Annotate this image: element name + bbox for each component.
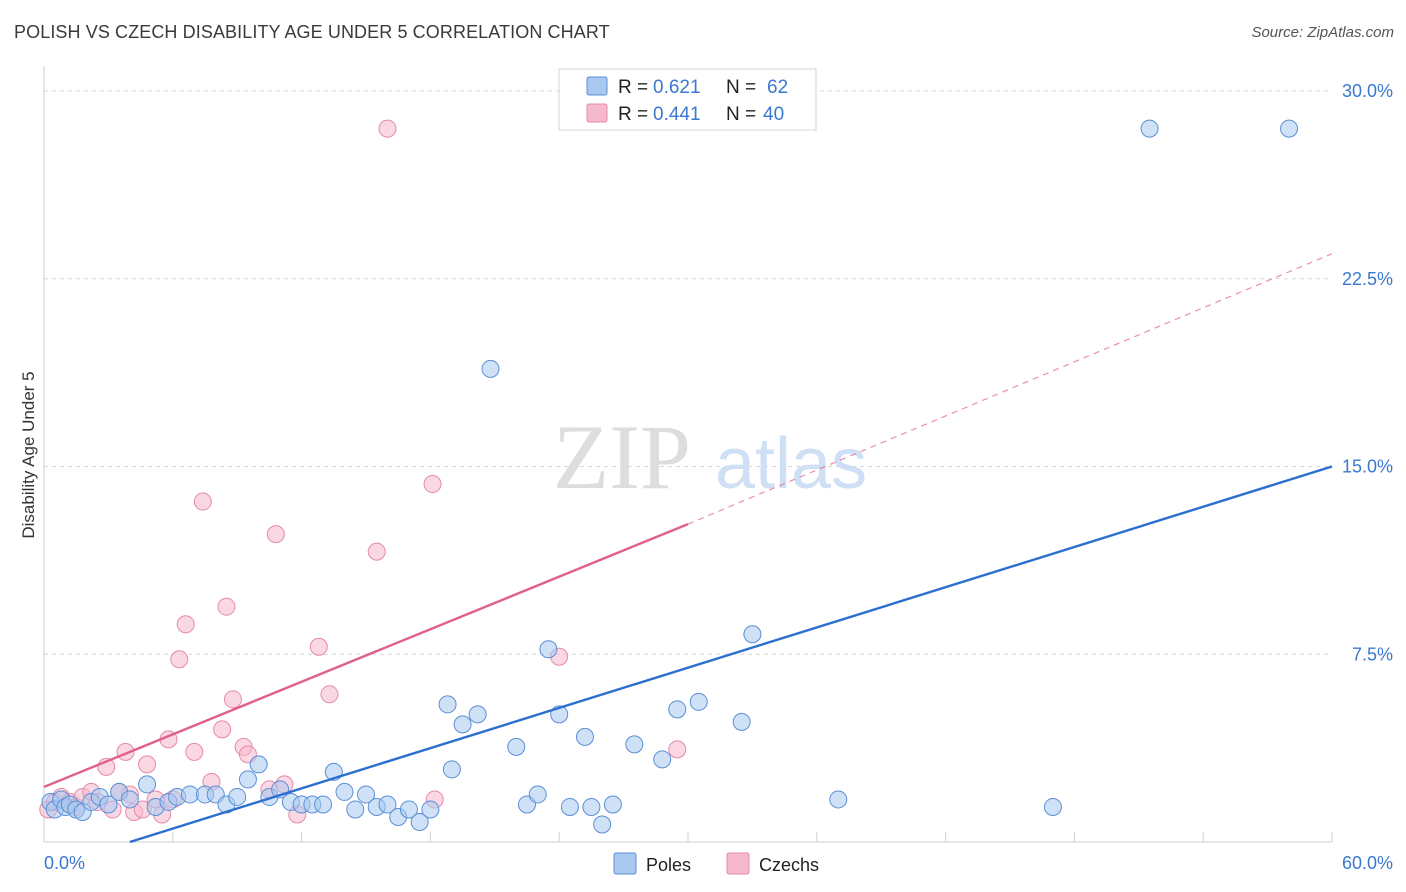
axes (43, 66, 1332, 843)
czechs-r-label: R = (618, 104, 648, 125)
poles-point (653, 750, 672, 769)
poles-point (335, 782, 354, 801)
czechs-legend-label: Czechs (759, 855, 819, 875)
poles-point (378, 795, 397, 814)
poles-point (357, 785, 375, 804)
poles-legend-label: Poles (646, 855, 691, 875)
y-tick-labels: 7.5% 15.0% 22.5% 30.0% (1342, 81, 1393, 664)
poles-point (442, 760, 461, 779)
poles-point (410, 812, 429, 831)
poles-point (99, 795, 118, 814)
czechs-point (223, 690, 242, 709)
czechs-point (217, 597, 236, 616)
y-tick-label: 30.0% (1342, 81, 1393, 101)
poles-series (41, 119, 1299, 834)
czechs-n-value: 40 (763, 104, 784, 125)
czechs-point (176, 615, 195, 634)
poles-r-label: R = (618, 77, 648, 98)
chart-title: POLISH VS CZECH DISABILITY AGE UNDER 5 C… (14, 22, 610, 42)
poles-point (625, 735, 644, 754)
czechs-n-label: N = (726, 104, 756, 125)
czechs-point (423, 475, 442, 494)
poles-point (228, 787, 247, 806)
poles-point (593, 815, 612, 834)
x-tick-label-max: 60.0% (1342, 853, 1393, 873)
czechs-point (170, 650, 189, 669)
poles-point (1280, 119, 1299, 138)
y-tick-label: 7.5% (1352, 644, 1393, 664)
poles-point (238, 770, 257, 789)
poles-point (668, 700, 687, 719)
czechs-point (138, 755, 157, 774)
poles-point (314, 795, 333, 814)
y-tick-label: 22.5% (1342, 269, 1393, 289)
poles-point (481, 359, 500, 378)
poles-n-label: N = (726, 77, 756, 98)
poles-point (582, 797, 601, 816)
czechs-trend-line (43, 522, 689, 789)
poles-point (120, 790, 139, 809)
poles-point (689, 692, 708, 711)
poles-point (829, 790, 848, 809)
stats-legend: R = 0.621 N = 62 R = 0.441 N = 40 (558, 68, 817, 131)
czechs-point (367, 542, 386, 561)
poles-point (560, 797, 579, 816)
poles-point (1140, 119, 1159, 138)
czechs-point (378, 119, 397, 138)
poles-point (743, 625, 762, 644)
czechs-r-value: 0.441 (653, 104, 701, 125)
czechs-bottom-swatch (726, 852, 750, 875)
y-tick-label: 15.0% (1342, 457, 1393, 477)
y-axis-title: Disability Age Under 5 (19, 371, 38, 538)
poles-point (732, 712, 751, 731)
poles-point (453, 715, 472, 734)
watermark-zip: ZIP (553, 406, 691, 508)
czechs-point (266, 525, 285, 544)
czechs-point (320, 685, 339, 704)
watermark-atlas: atlas (715, 424, 867, 504)
czechs-point (309, 637, 328, 656)
czechs-point (185, 742, 204, 761)
x-tick-label-min: 0.0% (44, 853, 85, 873)
poles-point (507, 737, 526, 756)
poles-point (438, 695, 457, 714)
poles-n-value: 62 (767, 77, 788, 98)
source-credit: Source: ZipAtlas.com (1251, 24, 1394, 41)
czechs-point (668, 740, 687, 759)
watermark: ZIP atlas (553, 406, 867, 508)
series-legend: Poles Czechs (613, 852, 819, 875)
poles-point (1043, 797, 1062, 816)
czechs-point (193, 492, 212, 511)
poles-legend-swatch (586, 76, 608, 96)
poles-point (399, 800, 418, 819)
poles-trend-line (129, 465, 1333, 844)
poles-point (249, 755, 268, 774)
poles-point (575, 727, 594, 746)
poles-point (603, 795, 622, 814)
czechs-trend-extension (687, 253, 1333, 525)
czechs-point (213, 720, 232, 739)
poles-bottom-swatch (613, 852, 637, 875)
trend-lines (43, 253, 1333, 844)
poles-point (528, 785, 547, 804)
poles-point (421, 800, 440, 819)
poles-point (346, 800, 365, 819)
czechs-legend-swatch (586, 103, 608, 123)
poles-point (468, 705, 487, 724)
poles-point (180, 785, 199, 804)
poles-r-value: 0.621 (653, 77, 701, 98)
poles-point (138, 775, 157, 794)
poles-point (539, 640, 558, 659)
